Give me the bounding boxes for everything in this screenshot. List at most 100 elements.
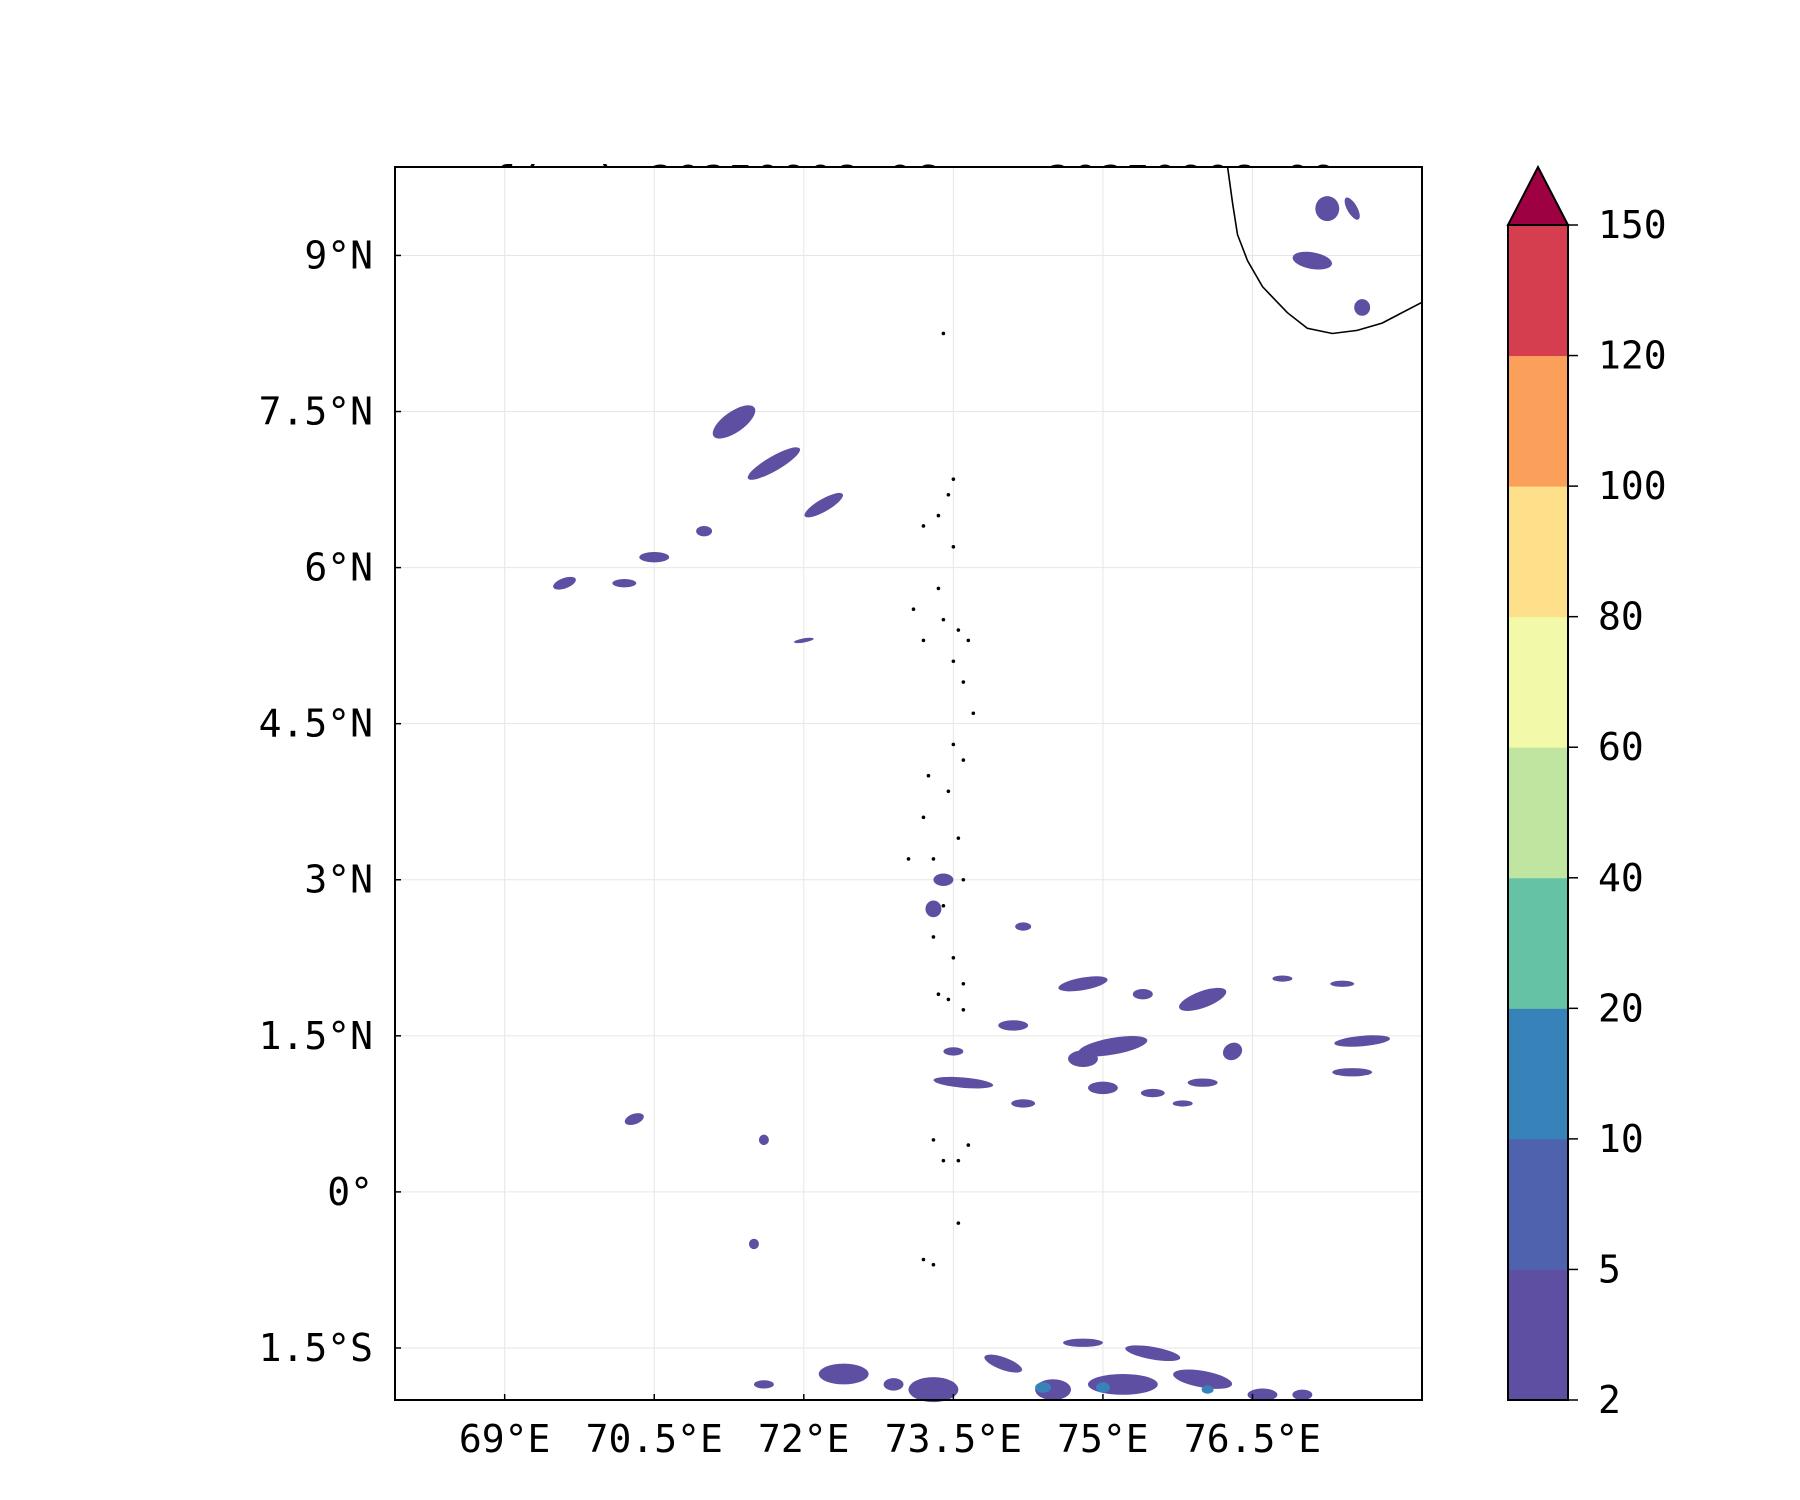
precip-cell (712, 405, 756, 439)
colorbar-tick-label: 10 (1598, 1117, 1644, 1161)
island (941, 1158, 946, 1163)
colorbar-extend-arrow (1506, 164, 1570, 226)
colorbar: 2 5 10 20 40 60 80 100 120 150 (1506, 164, 1667, 1422)
precip-cell (1187, 1078, 1218, 1087)
island (951, 477, 956, 481)
island (961, 758, 966, 762)
colorbar-segment (1508, 616, 1568, 748)
island (931, 1262, 936, 1267)
precip-cell (1179, 987, 1227, 1011)
precip-cell (1063, 1338, 1103, 1347)
island (921, 1257, 926, 1262)
island (961, 981, 966, 986)
colorbar-tick-label: 5 (1598, 1247, 1621, 1291)
island (906, 857, 911, 861)
precip-cell (1058, 976, 1108, 992)
precip-cell (1344, 197, 1360, 220)
island (956, 1221, 961, 1225)
precip-cell (1334, 1035, 1390, 1047)
island (941, 331, 946, 336)
island (931, 935, 936, 939)
colorbar-frame (1507, 224, 1569, 1401)
colorbar-segment (1508, 877, 1568, 1009)
island (946, 789, 951, 794)
map-area: 69°E 70.5°E 72°E 73.5°E 75°E 76.5°E 9°N 7.5°N 6… (259, 166, 1423, 1461)
island (951, 742, 956, 747)
precip-cell (1315, 196, 1340, 222)
y-tick-label: 9°N (304, 233, 373, 277)
precip-cell (984, 1354, 1023, 1373)
precip-cell (1087, 1081, 1118, 1095)
x-tick-label: 72°E (758, 1417, 850, 1461)
colorbar-tick-label: 2 (1598, 1378, 1621, 1422)
island (936, 992, 941, 997)
colorbar-tick-label: 150 (1598, 203, 1667, 247)
colorbar-segment (1508, 1138, 1568, 1270)
island (966, 1143, 971, 1147)
y-tick-label: 7.5°N (259, 390, 373, 434)
precip-cell (1011, 1099, 1036, 1108)
precip-cell (1172, 1100, 1193, 1107)
island (936, 586, 941, 591)
x-axis: 69°E 70.5°E 72°E 73.5°E 75°E 76.5°E (459, 1394, 1321, 1461)
colorbar-tick-label: 60 (1598, 725, 1644, 769)
island (966, 638, 971, 643)
island (951, 659, 956, 664)
colorbar-segment (1508, 1008, 1568, 1140)
precip-cell (753, 1380, 774, 1389)
island (911, 607, 916, 612)
precip-cell (1140, 1088, 1165, 1098)
precip-cell (612, 579, 637, 588)
precip-cell (747, 447, 801, 480)
island (931, 857, 936, 861)
precip-cell (1222, 1042, 1243, 1061)
x-tick-label: 75°E (1057, 1417, 1149, 1461)
colorbar-tick-label: 120 (1598, 334, 1667, 378)
precip-cell (1292, 251, 1333, 270)
island (956, 836, 961, 840)
island (941, 903, 946, 908)
precip-cell (1292, 1389, 1313, 1400)
precip-cell-heavy (1201, 1385, 1214, 1394)
colorbar-tick-label: 100 (1598, 464, 1667, 508)
precip-cell (933, 873, 954, 886)
colorbar-tick-label: 40 (1598, 856, 1644, 900)
precip-cell (1173, 1369, 1233, 1389)
y-tick-label: 6°N (304, 546, 373, 590)
island (936, 513, 941, 518)
island (921, 524, 926, 528)
coastline (1226, 166, 1423, 335)
island (961, 877, 966, 882)
precip-cell (696, 525, 713, 537)
precip-cell (1272, 975, 1293, 982)
precip-cell (1132, 989, 1153, 1000)
precip-cell (1330, 980, 1355, 987)
precip-cell (1015, 922, 1032, 931)
precip-cell-heavy (1035, 1382, 1052, 1393)
precip-cell (758, 1134, 769, 1146)
precip-cell (804, 492, 843, 518)
precip-cell (1078, 1036, 1148, 1057)
colorbar-segment (1508, 1269, 1568, 1401)
y-tick-label: 1.5°N (259, 1014, 373, 1058)
island (951, 544, 956, 549)
precip-cell (639, 551, 670, 563)
map-frame (394, 166, 1423, 1401)
x-tick-label: 73.5°E (885, 1417, 1022, 1461)
y-tick-label: 0° (327, 1170, 373, 1214)
precip-cell (1332, 1068, 1373, 1077)
precip-cell (748, 1238, 759, 1250)
precip-cell (1068, 1050, 1098, 1068)
precip-cell (793, 637, 814, 644)
precip-cell (925, 900, 942, 918)
island (956, 628, 961, 632)
precip-cell (943, 1047, 964, 1056)
island (926, 773, 931, 778)
x-tick-label: 76.5°E (1184, 1417, 1321, 1461)
island (941, 617, 946, 622)
island (946, 997, 951, 1002)
island (961, 1008, 966, 1012)
islands-layer (906, 331, 976, 1267)
island (971, 711, 976, 716)
island (931, 1138, 936, 1142)
